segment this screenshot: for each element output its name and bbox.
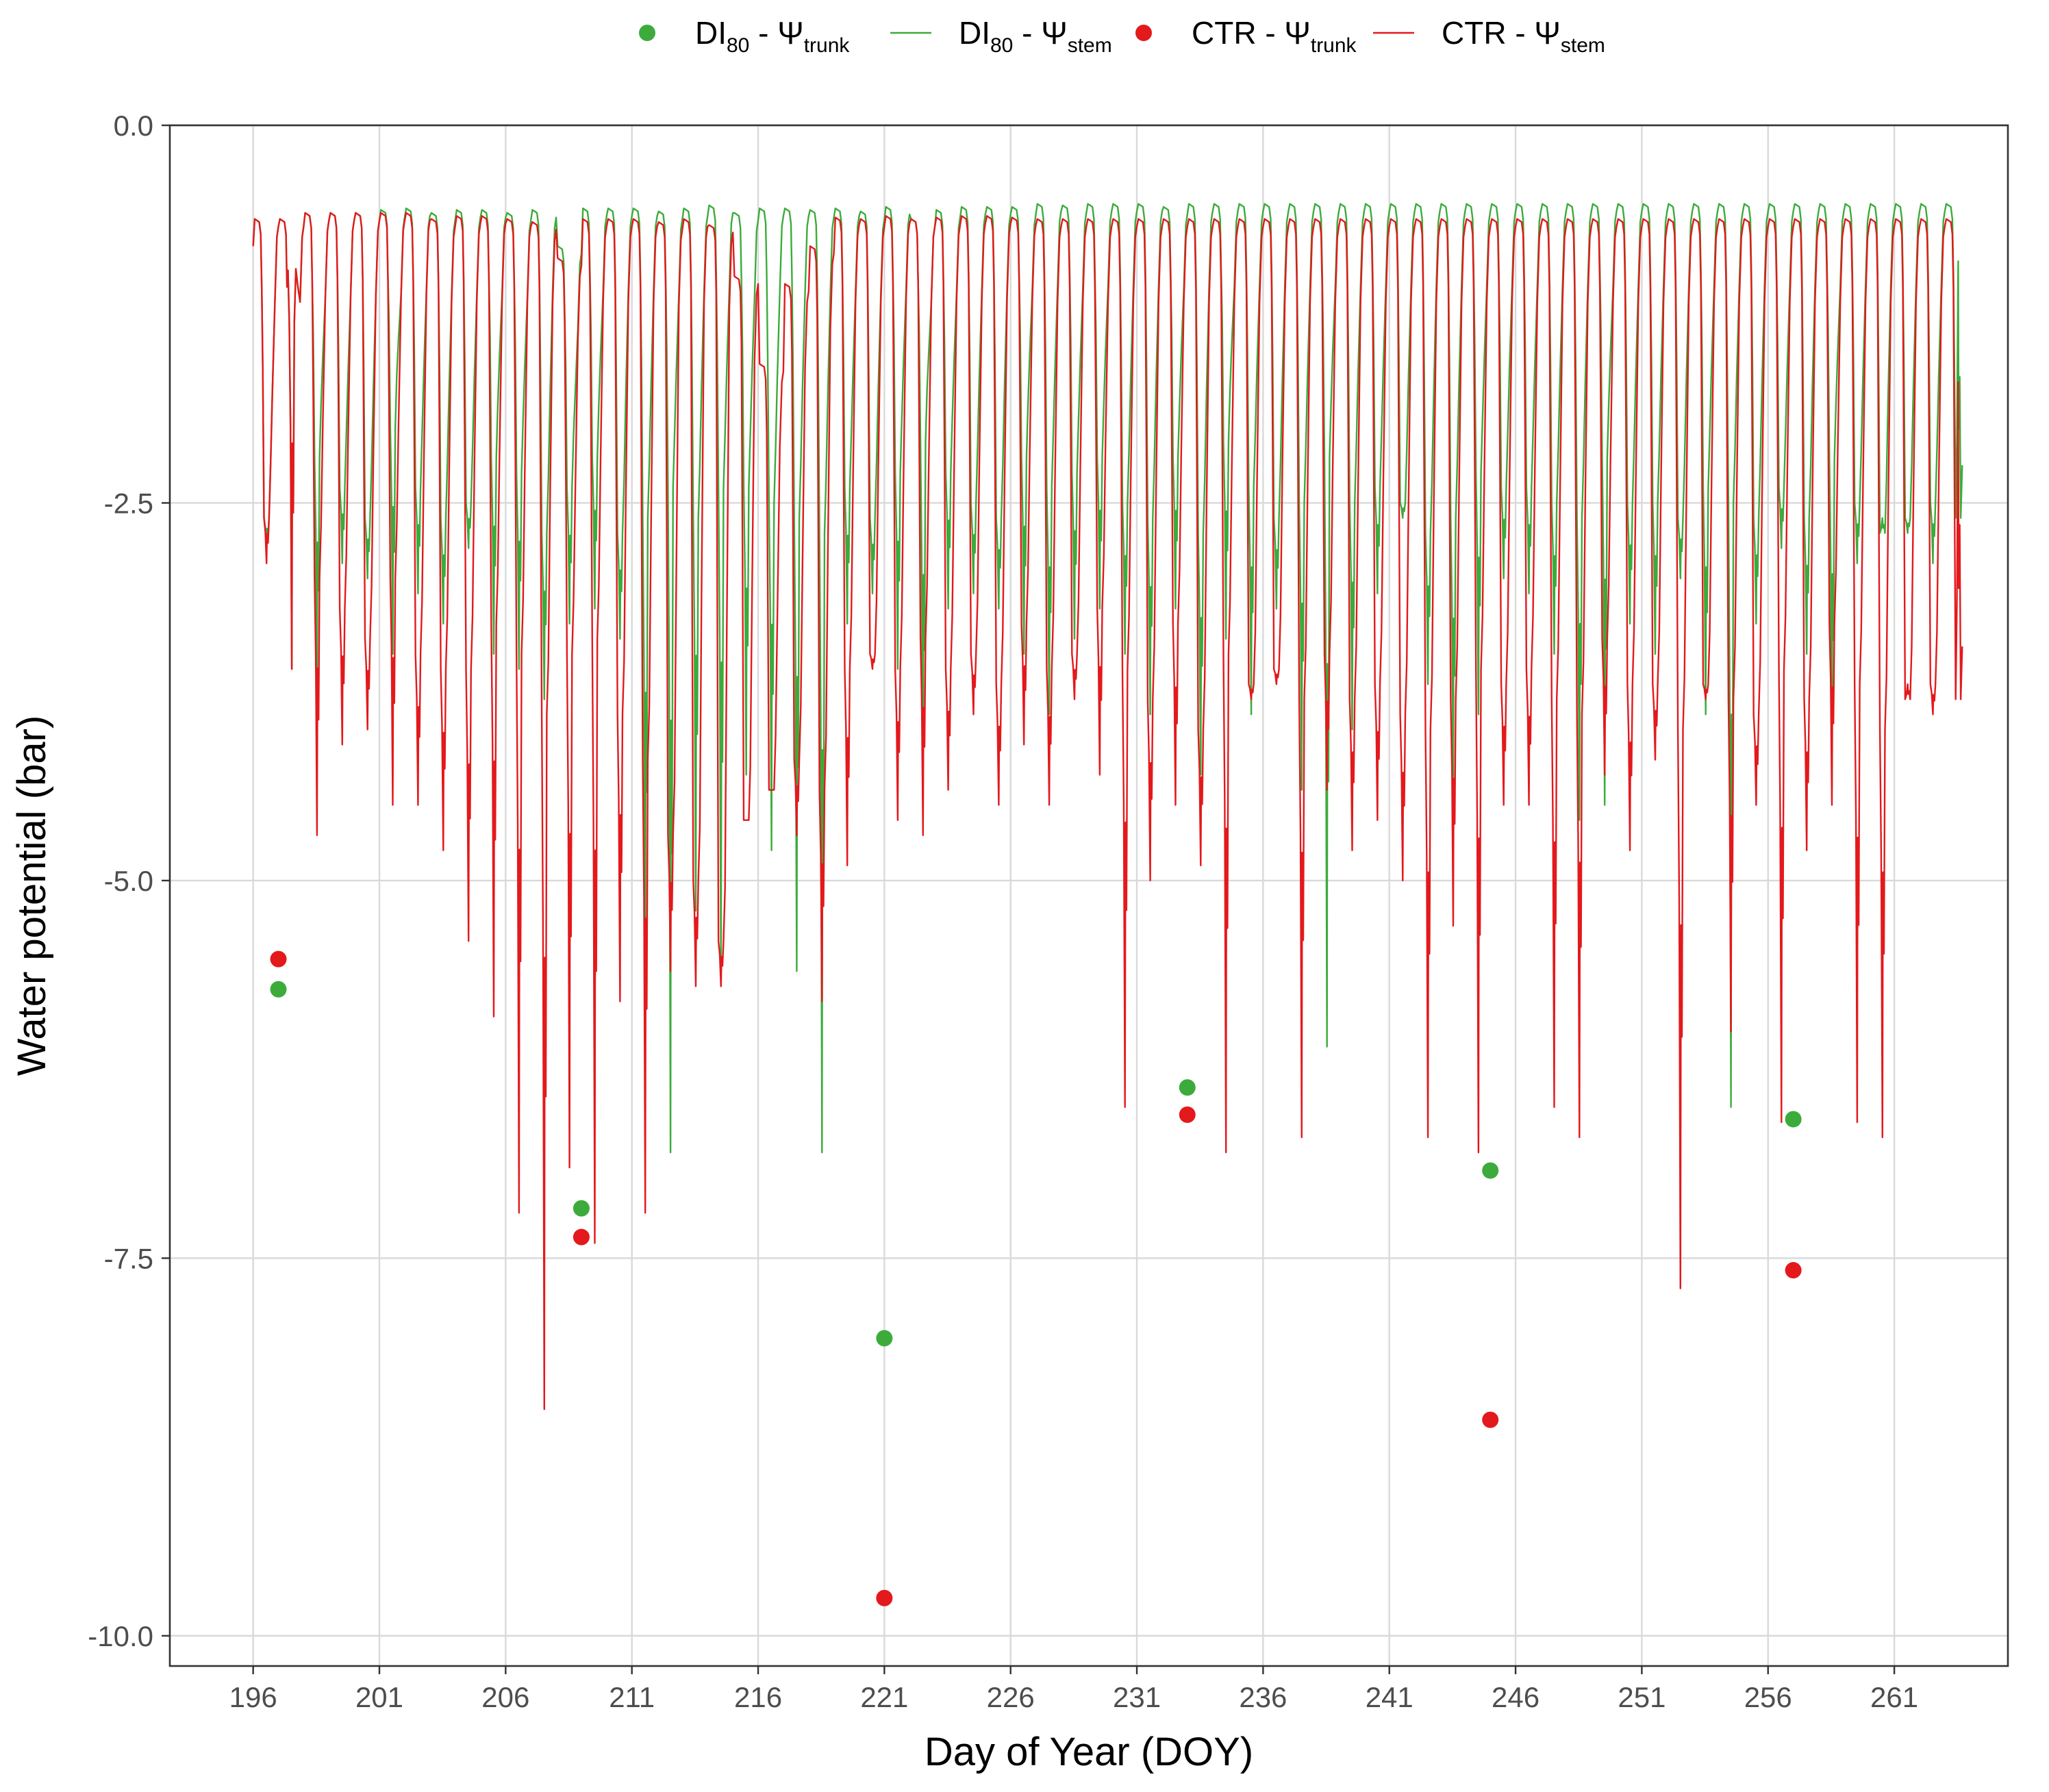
legend-label-dl-stem: DI80 - Ψstem (959, 15, 1112, 57)
series-group (252, 203, 1963, 1411)
point-ctr-trunk-257 (1785, 1262, 1802, 1279)
point-ctr-trunk-245 (1482, 1411, 1499, 1428)
point-dl-trunk-209 (573, 1200, 590, 1217)
point-dl-trunk-233 (1179, 1079, 1196, 1096)
legend-label-ctr-trunk: CTR - Ψtrunk (1192, 15, 1357, 57)
legend-item-dl-stem: DI80 - Ψstem (890, 15, 1112, 57)
y-axis-title: Water potential (bar) (10, 716, 54, 1076)
legend-label-part: 80 (990, 34, 1013, 57)
x-tick-label-196: 196 (229, 1681, 277, 1713)
point-dl-trunk-221 (876, 1330, 893, 1347)
point-ctr-trunk-221 (876, 1589, 893, 1606)
x-axis-title: Day of Year (DOY) (925, 1730, 1253, 1774)
x-tick-label-256: 256 (1744, 1681, 1792, 1713)
point-ctr-trunk-197 (270, 950, 287, 968)
point-dl-trunk-197 (270, 981, 287, 998)
plot-panel (170, 125, 2008, 1666)
legend-label-part: DI (959, 15, 990, 51)
legend-key-ctr-trunk (1135, 25, 1152, 41)
y-tick-label--10.0: -10.0 (88, 1620, 153, 1652)
legend-item-dl-trunk: DI80 - Ψtrunk (639, 15, 850, 57)
legend-label-part: DI (695, 15, 727, 51)
x-tick-label-201: 201 (355, 1681, 403, 1713)
points-group (270, 950, 1802, 1606)
x-tick-label-231: 231 (1113, 1681, 1161, 1713)
legend-label-part: 80 (727, 34, 749, 57)
legend-item-ctr-stem: CTR - Ψstem (1373, 15, 1605, 57)
y-tick-label-0.0: 0.0 (114, 110, 153, 142)
y-tick-label--5.0: -5.0 (104, 865, 153, 897)
legend-label-part: CTR - Ψ (1192, 15, 1311, 51)
legend-label-part: stem (1068, 34, 1112, 57)
x-tick-label-206: 206 (481, 1681, 529, 1713)
axis-ticks: 196 201 206 211 216 221 226 231 236 241 246 251 256 2… (88, 110, 1918, 1713)
x-tick-label-246: 246 (1492, 1681, 1539, 1713)
x-tick-label-221: 221 (860, 1681, 908, 1713)
x-tick-label-241: 241 (1366, 1681, 1413, 1713)
plot-frame (168, 124, 2009, 1667)
legend: DI80 - Ψtrunk DI80 - Ψstem CTR - Ψtrunk CTR… (639, 15, 1605, 57)
legend-label-part: stem (1561, 34, 1605, 57)
x-tick-label-236: 236 (1239, 1681, 1287, 1713)
legend-label-part: trunk (1311, 34, 1357, 57)
x-tick-label-261: 261 (1870, 1681, 1918, 1713)
x-tick-label-211: 211 (609, 1681, 655, 1713)
point-dl-trunk-257 (1785, 1111, 1802, 1128)
legend-label-ctr-stem: CTR - Ψstem (1442, 15, 1605, 57)
x-tick-label-216: 216 (734, 1681, 782, 1713)
series-ctr-stem-line (252, 212, 1963, 1411)
legend-item-ctr-trunk: CTR - Ψtrunk (1135, 15, 1357, 57)
legend-label-dl-trunk: DI80 - Ψtrunk (695, 15, 850, 57)
legend-label-part: CTR - Ψ (1442, 15, 1561, 51)
y-tick-label--7.5: -7.5 (104, 1242, 153, 1274)
x-tick-label-251: 251 (1618, 1681, 1665, 1713)
point-dl-trunk-245 (1482, 1162, 1499, 1179)
point-ctr-trunk-233 (1179, 1106, 1196, 1123)
y-tick-label--2.5: -2.5 (104, 487, 153, 519)
legend-label-part: - Ψ (749, 15, 803, 51)
point-ctr-trunk-209 (573, 1228, 590, 1246)
legend-label-part: trunk (804, 34, 851, 57)
legend-label-part: - Ψ (1013, 15, 1067, 51)
x-tick-label-226: 226 (987, 1681, 1035, 1713)
legend-key-dl-trunk (639, 25, 655, 41)
